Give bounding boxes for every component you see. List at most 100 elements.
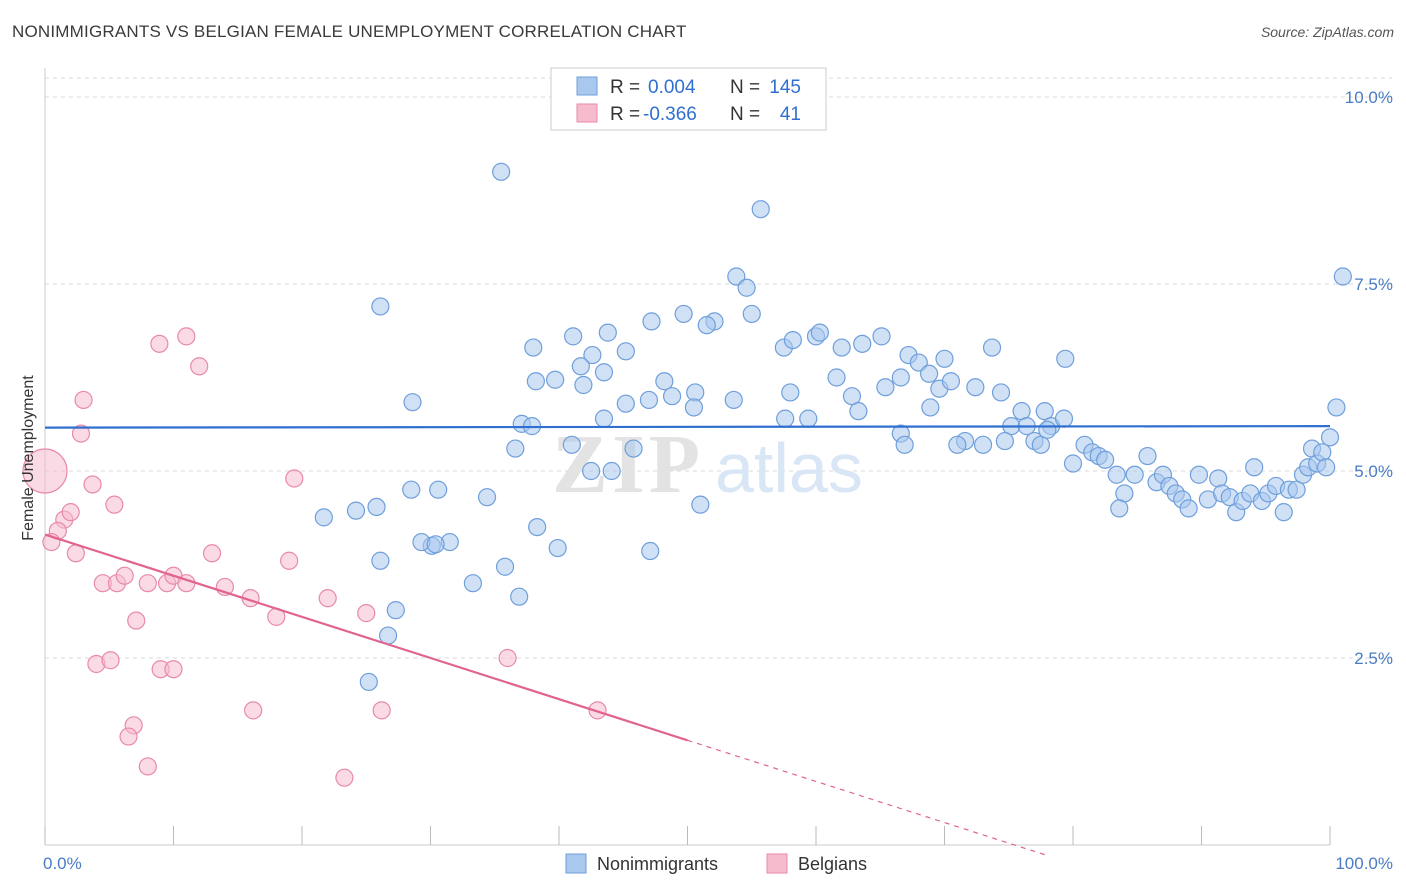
belgians-point-13: [202, 544, 222, 563]
legend-r-label-1: R =: [610, 77, 640, 98]
belgians-point-5: [190, 357, 209, 376]
nonimmigrants-point-44: [966, 378, 985, 397]
nonimmigrants-point-16: [783, 331, 802, 350]
legend-swatch-pink: [576, 103, 598, 123]
nonimmigrants-point-91: [1189, 465, 1209, 484]
legend-n-value-2: 41: [780, 104, 801, 125]
bottom-legend-swatch-belgians[interactable]: [766, 853, 788, 874]
bottom-legend-swatch-nonimmigrants[interactable]: [565, 853, 587, 874]
belgians-point-31: [101, 651, 120, 670]
nonimmigrants-point-18: [810, 323, 829, 342]
nonimmigrants-point-64: [995, 431, 1014, 451]
nonimmigrants-point-99: [1245, 458, 1264, 477]
nonimmigrants-point-41: [919, 364, 939, 383]
belgians-point-0: [22, 448, 68, 494]
belgians-point-15: [285, 469, 304, 488]
nonimmigrants-point-81: [1063, 454, 1083, 473]
nonimmigrants-point-10: [598, 323, 617, 342]
nonimmigrants-point-20: [853, 334, 872, 353]
y-tick-label-3: 10.0%: [1345, 88, 1393, 107]
nonimmigrants-point-30: [594, 363, 614, 382]
legend-r-value-2: -0.366: [643, 104, 697, 125]
belgians-point-39: [138, 757, 157, 776]
nonimmigrants-point-128: [528, 517, 547, 537]
y-tick-label-2: 7.5%: [1354, 275, 1393, 294]
nonimmigrants-point-114: [1333, 267, 1352, 286]
nonimmigrants-point-27: [571, 357, 590, 376]
nonimmigrants-point-50: [662, 387, 682, 406]
legend-swatch-blue: [576, 76, 598, 96]
nonimmigrants-point-63: [973, 435, 993, 454]
nonimmigrants-point-121: [314, 508, 333, 527]
belgians-trend-extension: [687, 739, 1048, 857]
nonimmigrants-point-14: [583, 345, 602, 365]
series-legend: Nonimmigrants Belgians: [565, 853, 867, 874]
nonimmigrants-point-39: [876, 378, 895, 397]
nonimmigrants-point-56: [921, 398, 940, 417]
nonimmigrants-point-34: [724, 390, 743, 410]
nonimmigrants-point-2: [727, 267, 746, 286]
watermark-zip: ZIP: [552, 418, 704, 511]
nonimmigrants-point-11: [564, 327, 583, 346]
nonimmigrants-point-28: [526, 372, 545, 391]
nonimmigrants-point-37: [842, 387, 862, 406]
x-tick-label-0: 0.0%: [43, 854, 82, 873]
nonimmigrants-point-78: [624, 439, 643, 458]
nonimmigrants-point-40: [891, 368, 910, 387]
belgians-trend-line: [44, 533, 688, 742]
nonimmigrants-point-83: [1125, 465, 1144, 484]
nonimmigrants-point-130: [641, 541, 660, 561]
nonimmigrants-point-7: [674, 304, 693, 324]
source-label: Source: ZipAtlas.com: [1260, 24, 1394, 40]
trend-lines: [44, 425, 1331, 857]
nonimmigrants-point-115: [1110, 499, 1129, 518]
tick-labels: 2.5% 5.0% 7.5% 10.0% 0.0% 100.0%: [43, 88, 1393, 873]
nonimmigrants-point-84: [1138, 446, 1157, 466]
belgians-point-33: [164, 660, 183, 679]
nonimmigrants-point-137: [602, 461, 621, 481]
nonimmigrants-point-51: [684, 398, 704, 417]
nonimmigrants-point-79: [895, 435, 914, 454]
nonimmigrants-point-90: [1179, 499, 1198, 518]
nonimmigrants-point-13: [616, 342, 635, 361]
watermark-atlas: atlas: [715, 429, 863, 507]
nonimmigrants-point-105: [1287, 480, 1306, 499]
nonimmigrants-point-45: [991, 383, 1011, 402]
nonimmigrants-point-55: [799, 409, 818, 428]
nonimmigrants-point-136: [691, 495, 710, 514]
bottom-legend-label-nonimmigrants[interactable]: Nonimmigrants: [597, 854, 718, 874]
belgians-point-2: [71, 424, 91, 443]
nonimmigrants-point-103: [1274, 503, 1293, 522]
series-nonimmigrants: [314, 162, 1352, 692]
nonimmigrants-point-60: [1054, 409, 1074, 428]
nonimmigrants-point-26: [1056, 349, 1075, 368]
nonimmigrants-point-12: [524, 338, 543, 357]
nonimmigrants-point-117: [429, 480, 448, 499]
belgians-point-34: [244, 701, 263, 720]
nonimmigrants-point-133: [386, 601, 405, 620]
chart-title: NONIMMIGRANTS VS BELGIAN FEMALE UNEMPLOY…: [12, 22, 687, 41]
nonimmigrants-point-71: [1096, 450, 1115, 469]
grid-lines: [45, 77, 1392, 659]
correlation-legend: R = 0.004 N = 145 R = -0.366 N = 41: [550, 67, 827, 131]
nonimmigrants-point-29: [546, 370, 565, 389]
legend-n-label-1: N =: [730, 77, 760, 98]
nonimmigrants-point-76: [562, 435, 581, 454]
belgians-point-3: [150, 334, 169, 353]
belgians-point-22: [115, 566, 134, 585]
nonimmigrants-point-53: [594, 409, 614, 428]
nonimmigrants-point-112: [1320, 428, 1340, 447]
nonimmigrants-point-111: [1317, 458, 1336, 477]
belgians-point-35: [372, 701, 391, 720]
bottom-legend-label-belgians[interactable]: Belgians: [798, 854, 867, 874]
legend-n-value-1: 145: [769, 77, 801, 98]
nonimmigrants-point-119: [346, 501, 366, 520]
nonimmigrants-point-49: [616, 394, 635, 413]
nonimmigrants-point-126: [495, 557, 515, 576]
legend-n-label-2: N =: [730, 104, 760, 125]
nonimmigrants-point-9: [697, 316, 716, 335]
nonimmigrants-point-1: [751, 200, 770, 219]
belgians-point-6: [83, 475, 102, 494]
y-axis-title: Female Unemployment: [20, 375, 37, 541]
